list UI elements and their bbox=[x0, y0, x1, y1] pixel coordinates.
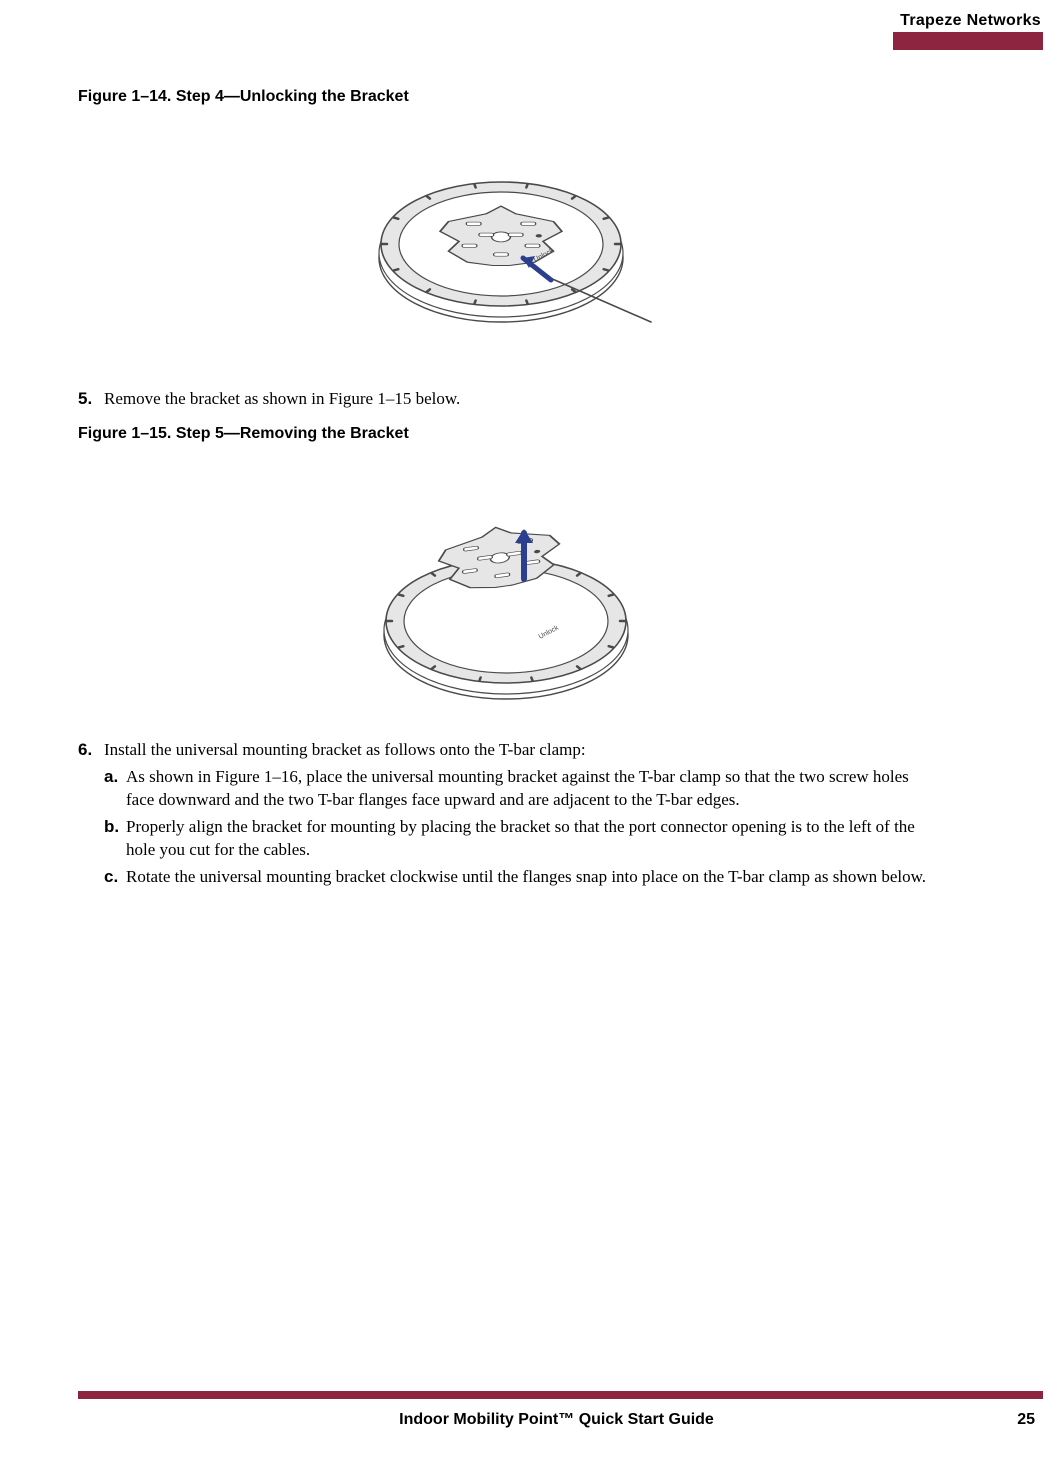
step-6: 6. Install the universal mounting bracke… bbox=[78, 739, 934, 762]
step-6b-letter: b. bbox=[104, 816, 126, 862]
header-company: Trapeze Networks bbox=[0, 0, 1059, 32]
step-5-text: Remove the bracket as shown in Figure 1–… bbox=[104, 388, 934, 411]
footer-accent-bar bbox=[78, 1391, 1043, 1399]
step-6b-text: Properly align the bracket for mounting … bbox=[126, 816, 934, 862]
figure-1-15-diagram: Unlock bbox=[356, 471, 656, 711]
step-6c-text: Rotate the universal mounting bracket cl… bbox=[126, 866, 934, 889]
figure-1-15-caption: Figure 1–15. Step 5—Removing the Bracket bbox=[78, 425, 934, 443]
step-6c-letter: c. bbox=[104, 866, 126, 889]
step-6-text: Install the universal mounting bracket a… bbox=[104, 739, 934, 762]
step-5-number: 5. bbox=[78, 388, 104, 411]
step-6-sublist: a. As shown in Figure 1–16, place the un… bbox=[104, 766, 934, 889]
step-6c: c. Rotate the universal mounting bracket… bbox=[104, 866, 934, 889]
step-6b: b. Properly align the bracket for mounti… bbox=[104, 816, 934, 862]
page-content: Figure 1–14. Step 4—Unlocking the Bracke… bbox=[78, 88, 934, 889]
figure-1-14-caption: Figure 1–14. Step 4—Unlocking the Bracke… bbox=[78, 88, 934, 106]
step-6a-letter: a. bbox=[104, 766, 126, 812]
header-accent-bar bbox=[893, 32, 1043, 50]
step-6a-text: As shown in Figure 1–16, place the unive… bbox=[126, 766, 934, 812]
footer-page-number: 25 bbox=[995, 1411, 1035, 1429]
footer-title: Indoor Mobility Point™ Quick Start Guide bbox=[118, 1411, 995, 1429]
step-6-number: 6. bbox=[78, 739, 104, 762]
step-5: 5. Remove the bracket as shown in Figure… bbox=[78, 388, 934, 411]
figure-1-14-diagram: Unlock bbox=[346, 134, 666, 354]
page-footer: Indoor Mobility Point™ Quick Start Guide… bbox=[78, 1411, 1035, 1429]
step-6a: a. As shown in Figure 1–16, place the un… bbox=[104, 766, 934, 812]
